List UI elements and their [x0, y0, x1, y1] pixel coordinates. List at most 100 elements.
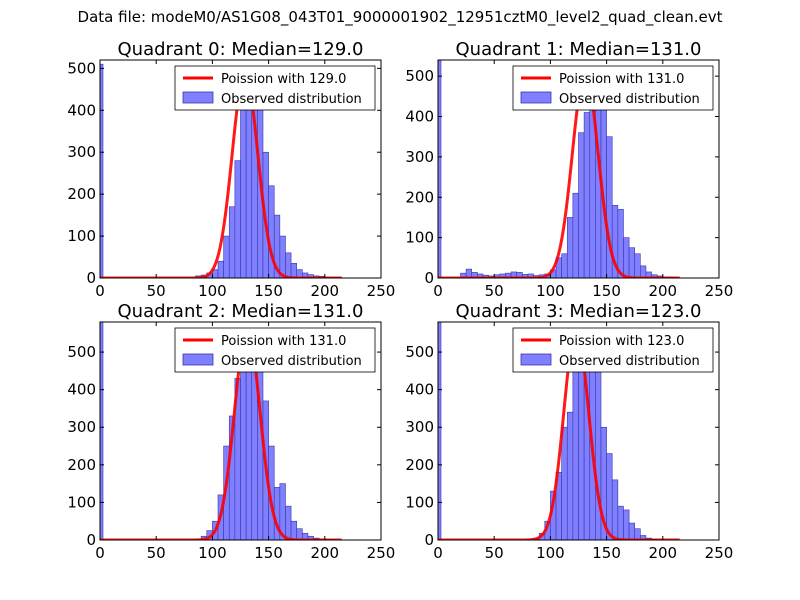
x-tick-label: 50	[147, 282, 166, 300]
x-tick-label: 100	[536, 544, 565, 562]
histogram-bar	[628, 522, 636, 540]
x-tick-label: 150	[592, 282, 621, 300]
legend-bar-label: Observed distribution	[221, 92, 362, 107]
x-tick-label: 250	[367, 282, 396, 300]
y-tick-label: 200	[67, 185, 96, 203]
x-tick-label: 100	[536, 282, 565, 300]
histogram-bar	[617, 505, 624, 540]
x-tick-label: 100	[198, 282, 227, 300]
y-tick-label: 0	[86, 531, 96, 549]
axes-frame	[437, 59, 720, 279]
y-tick-label: 0	[86, 269, 96, 287]
x-tick-label: 50	[147, 544, 166, 562]
histogram-bar	[583, 112, 591, 278]
plot-area	[438, 322, 681, 540]
y-tick-label: 100	[405, 229, 434, 247]
histogram-bar	[566, 217, 574, 278]
y-tick-label: 200	[405, 188, 434, 206]
y-tick-label: 500	[405, 67, 434, 85]
panel-title: Quadrant 3: Median=123.0	[456, 301, 702, 322]
histogram-bar	[617, 209, 624, 278]
legend-bar-swatch	[520, 91, 552, 104]
y-tick-label: 100	[67, 227, 96, 245]
x-tick-label: 150	[254, 544, 283, 562]
figure-suptitle: Data file: modeM0/AS1G08_043T01_90000019…	[77, 8, 723, 26]
panel-quadrant-1: 0 50 100 150 200 250 0 100 200 300 400 500 Quadrant …	[405, 39, 733, 300]
histogram-bar	[623, 509, 630, 540]
legend: Poission with 123.0 Observed distribution	[512, 327, 714, 373]
y-tick-label: 400	[405, 381, 434, 399]
x-tick-label: 0	[95, 282, 105, 300]
panel-title: Quadrant 0: Median=129.0	[118, 39, 364, 60]
y-tick-label: 300	[67, 418, 96, 436]
legend-line-label: Poission with 131.0	[221, 334, 346, 349]
x-tick-label: 200	[648, 282, 677, 300]
panel-title: Quadrant 1: Median=131.0	[456, 39, 702, 60]
x-tick-label: 0	[433, 282, 443, 300]
histogram-bar	[634, 253, 641, 278]
legend-bar-label: Observed distribution	[559, 354, 700, 369]
panel-quadrant-2: 0 50 100 150 200 250 0 100 200 300 400 500 Quadrant …	[67, 301, 395, 562]
histogram-bar	[572, 359, 579, 540]
histogram-bar	[595, 366, 602, 540]
x-tick-label: 50	[485, 544, 504, 562]
y-tick-label: 500	[67, 59, 96, 77]
histogram-bar	[290, 263, 297, 278]
histogram-bar	[634, 528, 641, 540]
histogram-bar	[572, 192, 579, 278]
y-tick-label: 200	[405, 456, 434, 474]
histogram-bar	[561, 426, 568, 540]
x-tick-label: 0	[433, 544, 443, 562]
poisson-curve	[438, 328, 681, 540]
histogram-bar	[296, 528, 303, 540]
y-tick-label: 400	[405, 108, 434, 126]
y-tick-label: 400	[67, 101, 96, 119]
axes-frame	[99, 59, 382, 279]
y-tick-label: 500	[67, 343, 96, 361]
x-tick-label: 200	[310, 282, 339, 300]
histogram-bar	[640, 265, 647, 278]
histogram-bar	[228, 206, 236, 278]
histogram-bar	[623, 237, 630, 278]
histogram-bar	[628, 247, 636, 278]
histogram-bar	[223, 235, 230, 278]
histogram-bar	[578, 132, 585, 278]
y-tick-label: 300	[405, 418, 434, 436]
x-tick-label: 100	[198, 544, 227, 562]
histogram-bar	[285, 252, 292, 278]
legend-line-label: Poission with 129.0	[221, 72, 346, 87]
legend-bar-swatch	[182, 353, 214, 366]
histogram-bar	[606, 453, 613, 540]
axes-frame	[437, 321, 720, 541]
histogram-bar	[640, 535, 647, 540]
histogram-edge-bar	[100, 63, 104, 278]
y-tick-label: 500	[405, 343, 434, 361]
histogram-edge-bar	[100, 322, 104, 540]
x-tick-label: 150	[592, 544, 621, 562]
histogram-bar	[561, 253, 568, 278]
y-tick-label: 0	[424, 269, 434, 287]
legend: Poission with 129.0 Observed distribution	[174, 65, 376, 111]
histogram-bar	[290, 520, 297, 540]
y-tick-label: 100	[405, 493, 434, 511]
panel-quadrant-0: 0 50 100 150 200 250 0 100 200 300 400 500 Quadrant …	[67, 39, 395, 300]
x-tick-label: 250	[705, 544, 734, 562]
panel-title: Quadrant 2: Median=131.0	[118, 301, 364, 322]
y-tick-label: 300	[67, 143, 96, 161]
x-tick-label: 0	[95, 544, 105, 562]
legend-bar-swatch	[182, 91, 214, 104]
axes-frame	[99, 321, 382, 541]
legend-line-label: Poission with 131.0	[559, 72, 684, 87]
histogram-bar	[285, 505, 292, 540]
histogram-bar	[240, 363, 247, 540]
histogram-bar	[234, 160, 241, 278]
x-tick-label: 250	[367, 544, 396, 562]
y-tick-label: 300	[405, 148, 434, 166]
histogram-bar	[566, 411, 574, 540]
legend: Poission with 131.0 Observed distribution	[174, 327, 376, 373]
legend-bar-swatch	[520, 353, 552, 366]
histogram-bar	[611, 479, 619, 540]
y-tick-label: 200	[67, 456, 96, 474]
x-tick-label: 200	[310, 544, 339, 562]
